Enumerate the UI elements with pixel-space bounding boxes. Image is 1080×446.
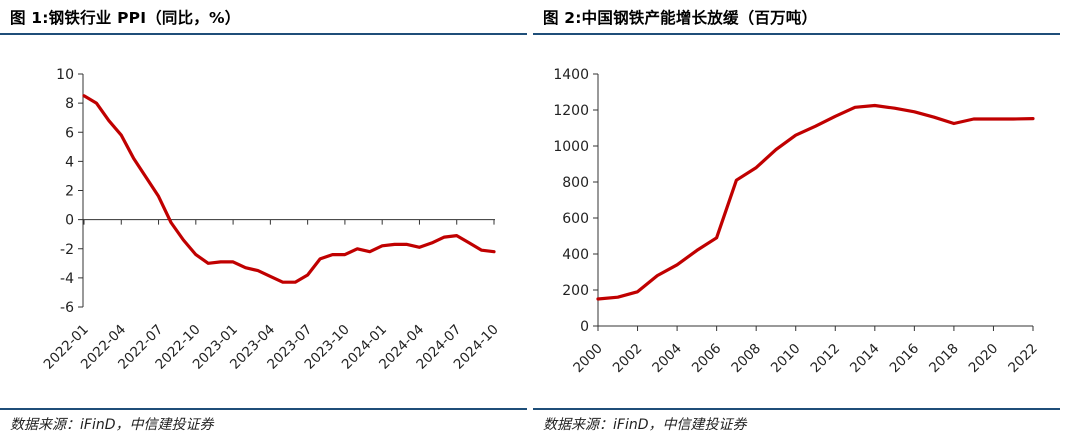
- x-tick-label: 2006: [689, 341, 725, 377]
- y-tick-label: 600: [562, 211, 589, 227]
- x-tick-label: 2002: [610, 341, 646, 377]
- series-line-0: [82, 94, 496, 284]
- y-tick-label: -6: [60, 300, 74, 316]
- y-tick-label: 800: [562, 175, 589, 191]
- x-tick-label: 2018: [926, 341, 962, 377]
- y-tick-label: 0: [65, 213, 74, 229]
- figure-2-title: 图 2:中国钢铁产能增长放缓（百万吨）: [543, 9, 818, 27]
- x-tick-label: 2022: [1005, 341, 1041, 377]
- y-tick-label: 6: [65, 125, 74, 141]
- steel-ppi-chart: 1086420-2-4-62022-012022-042022-072022-1…: [41, 67, 502, 373]
- y-tick-label: 10: [56, 67, 74, 83]
- y-tick-label: -2: [60, 242, 74, 258]
- figure-1-title: 图 1:钢铁行业 PPI（同比，%）: [10, 9, 241, 27]
- figure-2-source: 数据来源：iFinD，中信建投证券: [543, 417, 747, 433]
- y-tick-label: -4: [60, 271, 74, 287]
- figure-1-top-rule: [0, 33, 527, 35]
- x-tick-label: 2010: [768, 341, 804, 377]
- y-tick-label: 1200: [553, 103, 589, 119]
- x-tick-label: 2004: [649, 341, 685, 377]
- figure-1-source: 数据来源：iFinD，中信建投证券: [10, 417, 214, 433]
- y-tick-label: 0: [580, 319, 589, 335]
- figure-2-top-rule: [533, 33, 1060, 35]
- y-tick-label: 8: [65, 96, 74, 112]
- y-tick-label: 200: [562, 283, 589, 299]
- series-line-0: [596, 103, 1035, 301]
- x-tick-label: 2014: [847, 341, 883, 377]
- y-tick-label: 4: [65, 154, 74, 170]
- x-tick-label: 2020: [966, 341, 1002, 377]
- figure-1: 图 1:钢铁行业 PPI（同比，%） 10 8 6 4 2 0 -2 -4 -6 2022-01 2…: [0, 0, 527, 446]
- x-tick-label: 2000: [570, 341, 606, 377]
- figure-2: 图 2:中国钢铁产能增长放缓（百万吨） 1400 1200 1000 800 600 40…: [533, 0, 1060, 446]
- x-tick-label: 2016: [887, 341, 923, 377]
- y-tick-label: 1400: [553, 67, 589, 83]
- x-tick-label: 2008: [728, 341, 764, 377]
- x-tick-label: 2012: [807, 341, 843, 377]
- y-tick-label: 400: [562, 247, 589, 263]
- y-tick-label: 2: [65, 184, 74, 200]
- figure-2-bottom-rule: [533, 408, 1060, 410]
- y-tick-label: 1000: [553, 139, 589, 155]
- figure-1-bottom-rule: [0, 408, 527, 410]
